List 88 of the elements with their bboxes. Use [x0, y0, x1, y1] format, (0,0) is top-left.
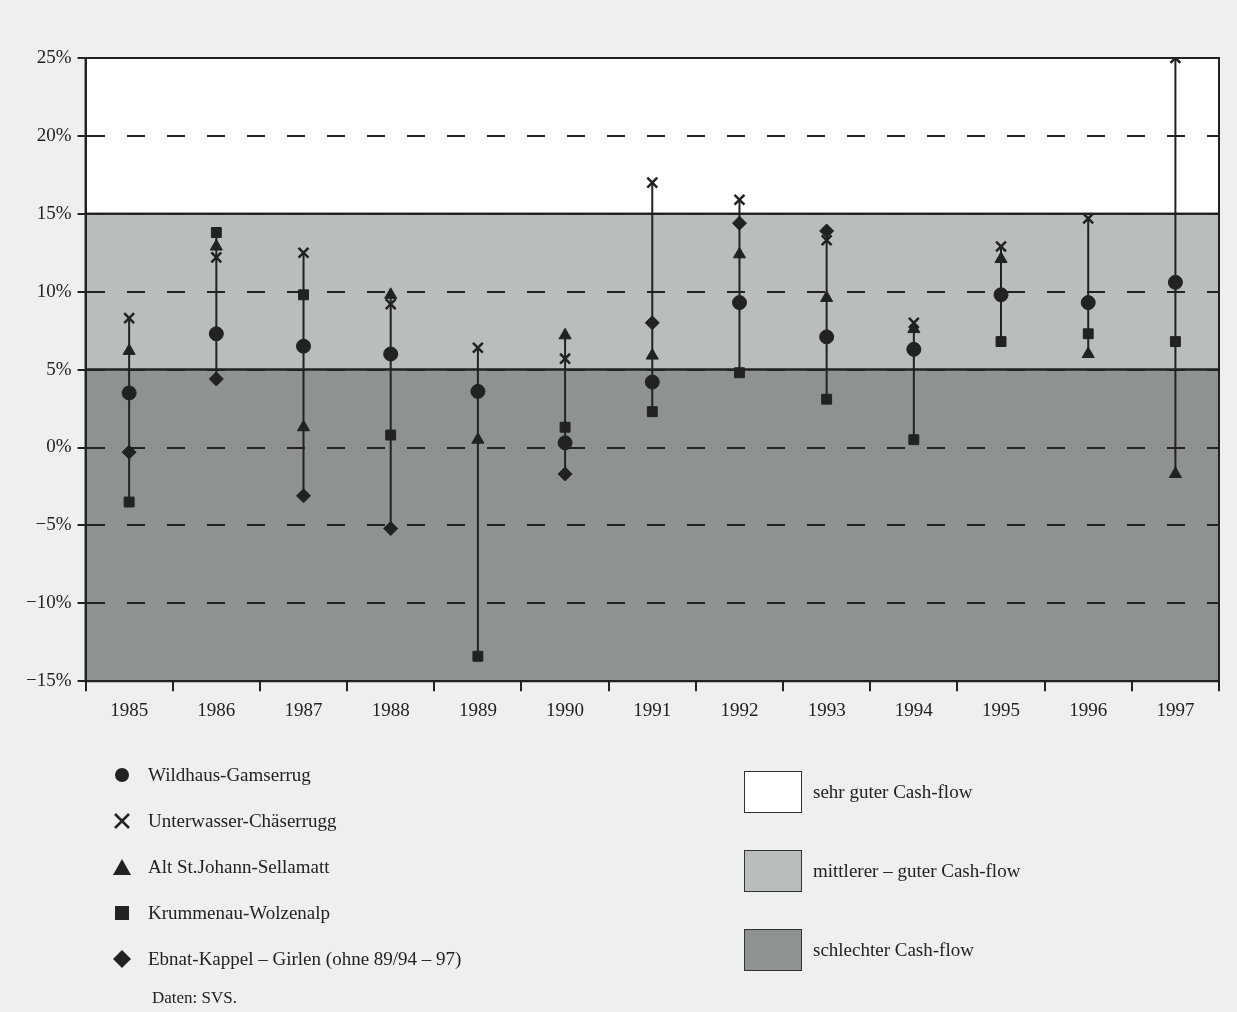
y-tick-label: −10% — [26, 591, 72, 613]
legend-label: mittlerer – guter Cash-flow — [813, 859, 1021, 882]
point — [646, 176, 659, 189]
x-tick-label: 1992 — [720, 698, 759, 720]
point — [557, 435, 573, 451]
point — [121, 385, 137, 401]
point — [731, 215, 747, 231]
point — [208, 326, 224, 342]
point — [1167, 274, 1183, 290]
point — [820, 290, 834, 302]
point — [296, 338, 312, 354]
point — [731, 295, 747, 311]
x-tick-label: 1986 — [197, 698, 236, 720]
point — [1168, 466, 1182, 478]
point — [908, 434, 920, 446]
point — [820, 234, 833, 247]
x-tick-label: 1997 — [1156, 698, 1195, 720]
x-tick-label: 1994 — [894, 698, 934, 720]
point — [821, 393, 833, 405]
point — [906, 341, 922, 357]
x-tick-label: 1989 — [458, 698, 497, 720]
legend-label: Wildhaus-Gamserrug — [148, 764, 311, 786]
legend-label: Unterwasser-Chäserrugg — [148, 810, 337, 832]
x-tick-label: 1988 — [371, 698, 410, 720]
legend-label: Krummenau-Wolzenalp — [148, 902, 331, 924]
point — [993, 287, 1009, 303]
y-tick-label: 20% — [36, 123, 72, 145]
point — [1169, 336, 1181, 348]
x-tick-label: 1991 — [633, 698, 672, 720]
point — [819, 329, 835, 345]
point — [558, 352, 572, 365]
point — [384, 287, 398, 299]
point — [1081, 346, 1095, 359]
y-tick-label: 0% — [46, 435, 72, 457]
point — [472, 650, 484, 662]
point — [733, 193, 746, 206]
point — [557, 466, 573, 482]
point — [208, 371, 224, 387]
legend-label: Ebnat-Kappel – Girlen (ohne 89/94 – 97) — [148, 948, 462, 970]
point — [384, 297, 397, 311]
x-tick-label: 1987 — [284, 698, 323, 720]
y-tick-label: −5% — [35, 513, 72, 535]
legend-label: Alt St.Johann-Sellamatt — [148, 856, 330, 878]
point — [646, 406, 658, 418]
y-tick-label: 5% — [46, 357, 72, 379]
x-tick-label: 1985 — [110, 698, 149, 720]
point — [559, 421, 571, 433]
y-tick-label: −15% — [26, 669, 72, 691]
x-tick-label: 1996 — [1069, 698, 1108, 720]
legend-label: schlechter Cash-flow — [813, 938, 974, 961]
point — [819, 223, 835, 239]
point — [210, 251, 223, 264]
point — [296, 419, 311, 432]
point — [210, 227, 222, 238]
point — [645, 348, 659, 360]
y-tick-label: 15% — [36, 201, 72, 223]
point — [995, 336, 1007, 348]
point — [994, 240, 1008, 253]
point — [558, 327, 572, 340]
point — [1082, 328, 1094, 340]
point — [122, 343, 136, 355]
y-tick-label: 25% — [36, 45, 72, 67]
point — [209, 239, 223, 251]
point — [1080, 295, 1096, 311]
text: Daten: SVS. — [152, 988, 237, 1008]
point — [471, 341, 485, 354]
point — [383, 346, 399, 362]
point — [297, 246, 310, 259]
point — [644, 315, 660, 331]
point — [121, 444, 137, 460]
point — [994, 251, 1008, 263]
point — [296, 488, 312, 504]
point — [907, 316, 921, 330]
point — [123, 496, 135, 508]
point — [385, 429, 397, 441]
point — [383, 521, 399, 537]
point — [470, 383, 486, 399]
x-tick-label: 1990 — [546, 698, 585, 720]
legend-label: sehr guter Cash-flow — [813, 780, 973, 803]
x-tick-label: 1995 — [982, 698, 1021, 720]
point — [644, 374, 660, 390]
x-tick-label: 1993 — [807, 698, 846, 720]
point — [122, 311, 136, 325]
point — [1082, 212, 1095, 225]
y-tick-label: 10% — [36, 279, 72, 301]
point — [298, 289, 309, 301]
point — [471, 432, 485, 444]
point — [732, 246, 747, 259]
